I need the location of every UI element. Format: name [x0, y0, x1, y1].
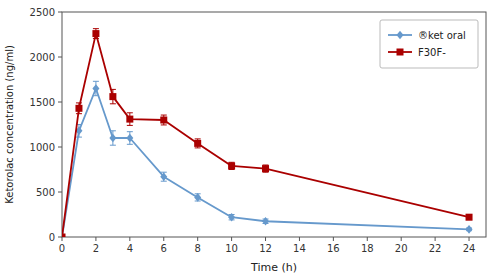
- x-tick: [333, 237, 334, 241]
- y-tick: [58, 102, 62, 103]
- legend-marker: [397, 31, 404, 40]
- x-tick-label: 10: [225, 243, 238, 254]
- chart: 0246810121416182022240500100015002000250…: [0, 0, 500, 279]
- x-tick: [435, 237, 436, 241]
- legend: ®ket oral F30F-: [380, 20, 478, 68]
- y-tick: [58, 12, 62, 13]
- point: [466, 225, 473, 234]
- point: [92, 30, 99, 37]
- point: [92, 84, 99, 93]
- series: [62, 81, 473, 237]
- y-tick-label: 500: [36, 187, 55, 198]
- x-tick-label: 8: [194, 243, 200, 254]
- y-tick-label: 2000: [30, 52, 55, 63]
- y-tick-label: 2500: [30, 7, 55, 18]
- y-tick: [58, 192, 62, 193]
- y-tick-label: 0: [49, 232, 55, 243]
- x-tick-label: 12: [259, 243, 272, 254]
- point: [160, 117, 167, 124]
- x-tick-label: 24: [463, 243, 476, 254]
- legend-label: F30F-: [418, 47, 446, 58]
- x-tick-label: 14: [293, 243, 306, 254]
- point: [194, 193, 201, 202]
- x-tick: [265, 237, 266, 241]
- y-tick: [58, 237, 62, 238]
- x-axis-label: Time (h): [250, 261, 297, 274]
- point: [126, 116, 133, 123]
- error-bar: [161, 115, 167, 125]
- error-bar: [127, 132, 133, 145]
- point: [62, 234, 66, 238]
- error-bar: [263, 165, 269, 172]
- y-tick: [58, 147, 62, 148]
- y-tick-label: 1500: [30, 97, 55, 108]
- x-tick-label: 0: [59, 243, 65, 254]
- y-tick: [58, 57, 62, 58]
- point: [262, 165, 269, 172]
- x-tick: [95, 237, 96, 241]
- x-tick-label: 2: [93, 243, 99, 254]
- point: [126, 134, 133, 143]
- point: [109, 93, 116, 100]
- point: [228, 162, 235, 169]
- x-tick-label: 18: [361, 243, 374, 254]
- legend-box: [380, 20, 478, 68]
- x-tick: [469, 237, 470, 241]
- error-bar: [93, 29, 99, 39]
- point: [160, 172, 167, 181]
- x-tick: [299, 237, 300, 241]
- legend-marker: [397, 49, 404, 56]
- point: [466, 214, 473, 221]
- legend-label: ®ket oral: [418, 30, 466, 41]
- x-tick-label: 20: [395, 243, 408, 254]
- plot-frame: [62, 12, 486, 237]
- error-bar: [127, 113, 133, 126]
- error-bar: [195, 194, 201, 201]
- x-tick-label: 16: [327, 243, 340, 254]
- point: [109, 134, 116, 143]
- point: [75, 105, 82, 112]
- point: [262, 217, 269, 226]
- x-tick: [62, 237, 63, 241]
- point: [194, 140, 201, 147]
- y-tick-label: 1000: [30, 142, 55, 153]
- x-tick: [401, 237, 402, 241]
- error-bar: [195, 139, 201, 148]
- x-tick: [367, 237, 368, 241]
- y-axis-label: Ketorolac concentration (ng/ml): [4, 45, 15, 204]
- x-tick: [163, 237, 164, 241]
- x-tick: [231, 237, 232, 241]
- x-tick-label: 6: [161, 243, 167, 254]
- x-tick-label: 4: [127, 243, 133, 254]
- error-bar: [229, 162, 235, 169]
- x-tick-label: 22: [429, 243, 442, 254]
- point: [228, 213, 235, 222]
- x-tick: [129, 237, 130, 241]
- x-tick: [197, 237, 198, 241]
